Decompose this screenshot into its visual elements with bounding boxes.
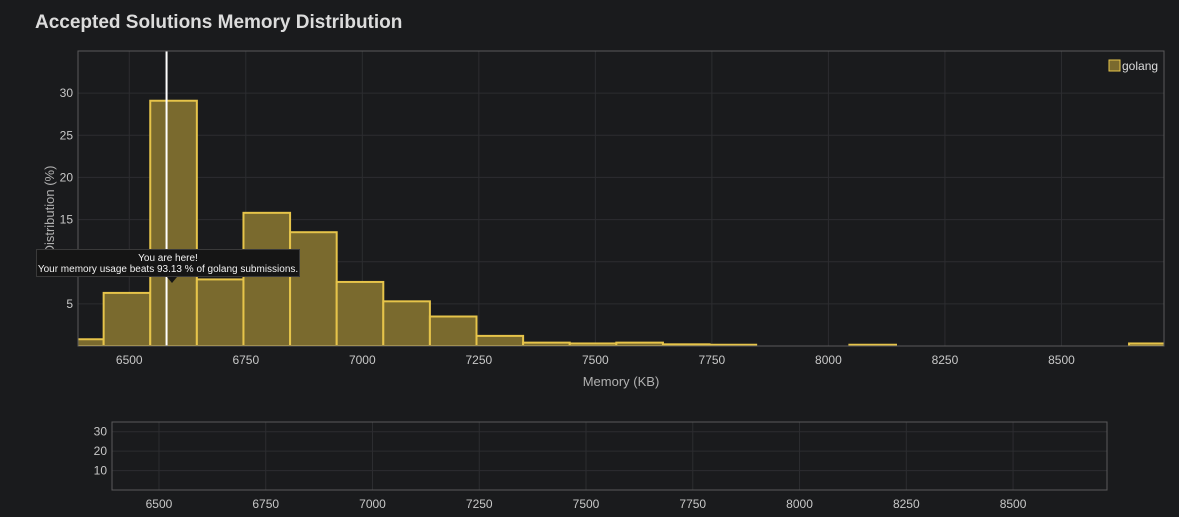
main-x-tick-label: 8000 <box>815 353 842 367</box>
main-bar[interactable] <box>428 315 478 347</box>
position-tooltip: You are here! Your memory usage beats 93… <box>36 249 300 283</box>
main-x-tick-label: 7750 <box>699 353 726 367</box>
navigator-x-ticks: 6500 6750 7000 7250 7500 7750 8000 8250 8500 <box>146 497 1027 511</box>
main-bar[interactable] <box>382 300 431 346</box>
main-plot-frame <box>77 50 1165 347</box>
main-y-ticks: 51015202530 <box>60 86 74 311</box>
nav-x-tick-label: 8500 <box>1000 497 1027 511</box>
main-bar[interactable] <box>242 211 292 346</box>
x-axis-label: Memory (KB) <box>583 374 660 389</box>
nav-y-tick-label: 20 <box>94 444 108 458</box>
tooltip-pointer <box>167 277 177 283</box>
tooltip-line-2: Your memory usage beats 93.13 % of golan… <box>37 264 299 275</box>
main-x-tick-label: 8500 <box>1048 353 1075 367</box>
nav-x-tick-label: 7500 <box>573 497 600 511</box>
nav-x-tick-label: 7250 <box>466 497 493 511</box>
navigator-frame[interactable] <box>111 421 1108 491</box>
nav-x-tick-label: 8250 <box>893 497 920 511</box>
main-bars[interactable] <box>57 99 1176 347</box>
navigator-grid <box>112 422 1107 490</box>
main-x-ticks: 6500 6750 7000 7250 7500 7750 8000 8250 8500 <box>116 353 1075 367</box>
main-bar[interactable] <box>848 343 897 346</box>
main-bar[interactable] <box>102 291 152 346</box>
nav-x-tick-label: 6500 <box>146 497 173 511</box>
nav-x-tick-label: 7750 <box>679 497 706 511</box>
main-y-tick-label: 15 <box>60 213 74 227</box>
main-x-tick-label: 6750 <box>232 353 259 367</box>
main-x-tick-label: 6500 <box>116 353 143 367</box>
tooltip-line-1: You are here! <box>138 253 198 264</box>
main-bar[interactable] <box>195 278 245 346</box>
main-y-tick-label: 5 <box>66 297 73 311</box>
main-bar[interactable] <box>475 334 525 346</box>
main-bar[interactable] <box>57 338 105 346</box>
main-bar[interactable] <box>708 343 758 346</box>
main-bar[interactable] <box>289 231 338 346</box>
main-bar[interactable] <box>615 341 664 346</box>
legend[interactable]: golang <box>1108 59 1158 73</box>
legend-label: golang <box>1122 59 1158 73</box>
nav-y-tick-label: 30 <box>94 425 108 439</box>
main-x-tick-label: 7500 <box>582 353 609 367</box>
nav-y-tick-label: 10 <box>94 464 108 478</box>
main-x-tick-label: 8250 <box>932 353 959 367</box>
chart-title: Accepted Solutions Memory Distribution <box>35 12 403 33</box>
nav-x-tick-label: 6750 <box>252 497 279 511</box>
navigator-y-ticks: 10 20 30 <box>94 425 108 478</box>
legend-swatch <box>1108 59 1121 72</box>
main-bar[interactable] <box>149 99 198 346</box>
y-axis-label: Distribution (%) <box>42 166 57 255</box>
main-y-tick-label: 20 <box>60 170 74 184</box>
nav-x-tick-label: 8000 <box>786 497 813 511</box>
nav-x-tick-label: 7000 <box>359 497 386 511</box>
main-bar[interactable] <box>1128 342 1176 346</box>
main-bar[interactable] <box>335 280 385 346</box>
main-y-tick-label: 25 <box>60 128 74 142</box>
main-y-tick-label: 30 <box>60 86 74 100</box>
main-bar[interactable] <box>522 341 571 346</box>
main-x-tick-label: 7000 <box>349 353 376 367</box>
main-x-tick-label: 7250 <box>465 353 492 367</box>
